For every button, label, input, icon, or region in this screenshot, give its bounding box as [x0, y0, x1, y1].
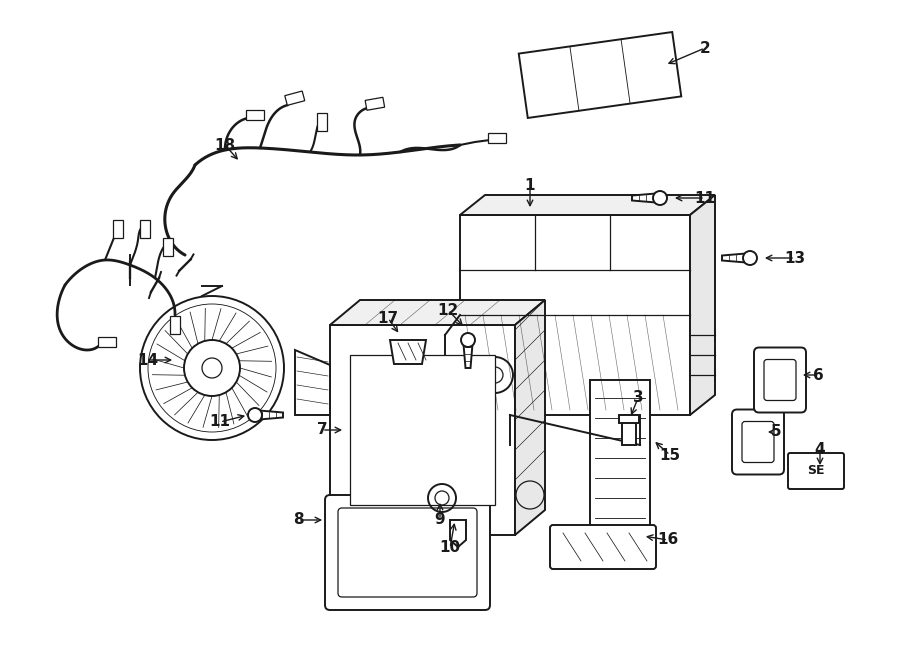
- Text: 13: 13: [785, 250, 806, 265]
- Polygon shape: [722, 253, 752, 263]
- Text: 4: 4: [814, 442, 825, 457]
- FancyBboxPatch shape: [788, 453, 844, 489]
- Polygon shape: [450, 520, 466, 547]
- Polygon shape: [295, 350, 330, 415]
- Polygon shape: [246, 110, 264, 120]
- Polygon shape: [690, 195, 715, 415]
- Text: SE: SE: [807, 465, 824, 477]
- Polygon shape: [463, 338, 473, 368]
- Bar: [590, 380, 650, 545]
- Text: 11: 11: [695, 191, 716, 205]
- Bar: [330, 325, 515, 535]
- Bar: [460, 215, 690, 415]
- Text: 15: 15: [660, 448, 680, 463]
- Text: 3: 3: [633, 391, 643, 406]
- Polygon shape: [317, 113, 327, 131]
- Polygon shape: [460, 195, 715, 215]
- Polygon shape: [488, 133, 506, 143]
- Polygon shape: [253, 410, 283, 420]
- Text: 12: 12: [437, 303, 459, 318]
- Text: 2: 2: [699, 40, 710, 56]
- Text: 16: 16: [657, 532, 679, 547]
- FancyBboxPatch shape: [325, 495, 490, 610]
- Text: 14: 14: [138, 352, 158, 367]
- Bar: [622, 415, 636, 445]
- Bar: [350, 355, 495, 505]
- Bar: [619, 415, 639, 423]
- FancyBboxPatch shape: [764, 359, 796, 401]
- Text: 18: 18: [214, 138, 236, 152]
- Polygon shape: [98, 337, 116, 347]
- Text: 10: 10: [439, 540, 461, 555]
- Circle shape: [743, 251, 757, 265]
- Text: 5: 5: [770, 424, 781, 440]
- Polygon shape: [170, 316, 180, 334]
- FancyBboxPatch shape: [338, 508, 477, 597]
- Circle shape: [653, 191, 667, 205]
- FancyBboxPatch shape: [732, 410, 784, 475]
- Text: 9: 9: [435, 512, 446, 528]
- Polygon shape: [284, 91, 305, 105]
- Polygon shape: [632, 193, 662, 203]
- Text: 1: 1: [525, 177, 535, 193]
- Circle shape: [184, 340, 240, 396]
- Polygon shape: [365, 97, 384, 111]
- Circle shape: [248, 408, 262, 422]
- FancyBboxPatch shape: [550, 525, 656, 569]
- Text: 6: 6: [813, 367, 824, 383]
- Text: 17: 17: [377, 310, 399, 326]
- FancyBboxPatch shape: [742, 422, 774, 463]
- Polygon shape: [140, 220, 150, 238]
- Polygon shape: [390, 340, 426, 364]
- Polygon shape: [515, 300, 545, 535]
- Text: 8: 8: [292, 512, 303, 528]
- Polygon shape: [113, 220, 123, 238]
- Text: 11: 11: [210, 414, 230, 430]
- Polygon shape: [518, 32, 681, 118]
- Text: 7: 7: [317, 422, 328, 438]
- Polygon shape: [163, 238, 173, 256]
- Circle shape: [461, 333, 475, 347]
- Polygon shape: [330, 300, 545, 325]
- FancyBboxPatch shape: [754, 348, 806, 412]
- Circle shape: [202, 358, 222, 378]
